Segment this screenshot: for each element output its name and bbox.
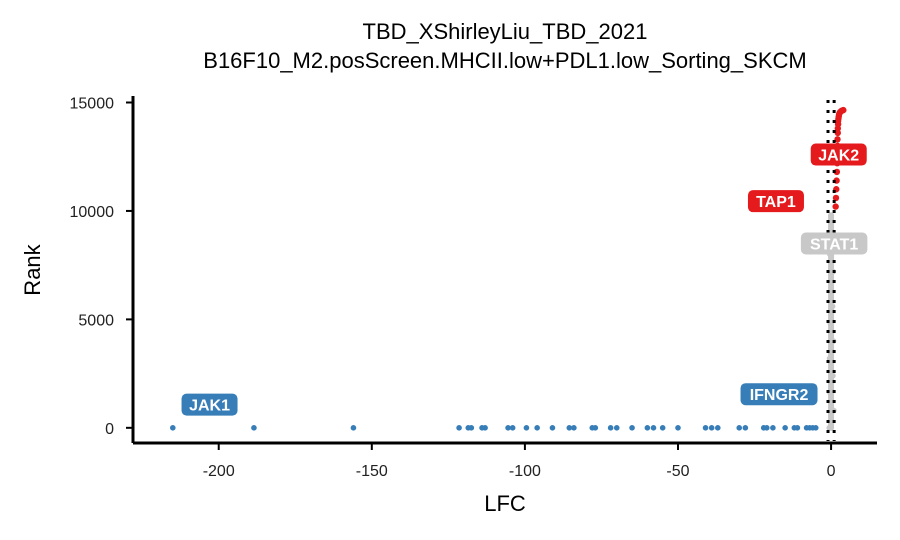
gene-label-jak2: JAK2 xyxy=(810,143,867,166)
negative-point xyxy=(592,425,599,431)
negative-point xyxy=(702,425,709,431)
positive-point xyxy=(834,136,841,143)
neutral-point xyxy=(828,286,834,292)
gene-label-ifngr2: IFNGR2 xyxy=(740,383,818,406)
svg-text:STAT1: STAT1 xyxy=(810,236,858,253)
chart-title: TBD_XShirleyLiu_TBD_2021 xyxy=(363,19,648,44)
svg-text:JAK2: JAK2 xyxy=(818,148,859,165)
negative-point xyxy=(523,425,530,431)
negative-point xyxy=(736,425,743,431)
negative-point xyxy=(629,425,635,431)
negative-point xyxy=(509,425,516,431)
neutral-point xyxy=(829,303,836,310)
negative-point xyxy=(251,425,257,431)
x-tick-label: -200 xyxy=(203,463,235,480)
negative-point xyxy=(644,425,651,431)
negative-point xyxy=(782,425,788,431)
x-tick-label: -150 xyxy=(356,463,388,480)
negative-point xyxy=(650,425,657,431)
negative-point xyxy=(714,425,721,431)
negative-point xyxy=(549,425,556,431)
neutral-point xyxy=(826,425,833,431)
negative-point xyxy=(482,425,488,431)
negative-point xyxy=(350,425,357,431)
y-tick-label: 10000 xyxy=(70,204,115,221)
negative-point xyxy=(794,425,801,431)
negative-point xyxy=(812,425,819,431)
x-axis-title: LFC xyxy=(484,491,526,516)
negative-point xyxy=(468,425,475,431)
x-tick-label: 0 xyxy=(827,463,836,480)
x-tick-label: -50 xyxy=(666,463,689,480)
y-tick-label: 5000 xyxy=(78,312,114,329)
neutral-point xyxy=(826,355,833,362)
gene-labels: JAK1 IFNGR2 TAP1 JAK2 STAT1 xyxy=(181,143,868,416)
y-tick-label: 0 xyxy=(105,421,114,438)
positive-point xyxy=(832,203,839,210)
negative-point xyxy=(170,425,176,431)
chart-subtitle: B16F10_M2.posScreen.MHCII.low+PDL1.low_S… xyxy=(203,48,806,73)
svg-text:TAP1: TAP1 xyxy=(756,194,796,211)
negative-point xyxy=(534,425,540,431)
svg-text:JAK1: JAK1 xyxy=(189,398,230,415)
negative-point xyxy=(456,425,462,431)
negative-point xyxy=(566,425,573,431)
negative-point xyxy=(763,425,770,431)
x-axis-ticks: -200 -150 -100 -50 0 xyxy=(203,443,836,480)
negative-point xyxy=(571,425,577,431)
negative-point xyxy=(675,425,681,431)
gene-label-tap1: TAP1 xyxy=(747,190,804,213)
y-axis-ticks: 0 5000 10000 15000 xyxy=(70,96,133,438)
svg-text:IFNGR2: IFNGR2 xyxy=(750,387,809,404)
positive-point xyxy=(840,106,847,114)
negative-point xyxy=(742,425,749,431)
x-tick-label: -100 xyxy=(509,463,541,480)
negative-point xyxy=(708,425,715,431)
gene-label-stat1: STAT1 xyxy=(800,232,868,255)
neutral-point xyxy=(830,372,836,379)
positive-point xyxy=(832,194,840,202)
negative-point xyxy=(505,425,511,431)
negative-point xyxy=(613,425,620,431)
y-axis-title: Rank xyxy=(20,243,45,295)
negative-point xyxy=(770,425,776,431)
gene-label-jak1: JAK1 xyxy=(181,393,238,416)
negative-point xyxy=(659,425,666,431)
negative-point xyxy=(607,425,614,431)
y-tick-label: 15000 xyxy=(70,96,115,113)
